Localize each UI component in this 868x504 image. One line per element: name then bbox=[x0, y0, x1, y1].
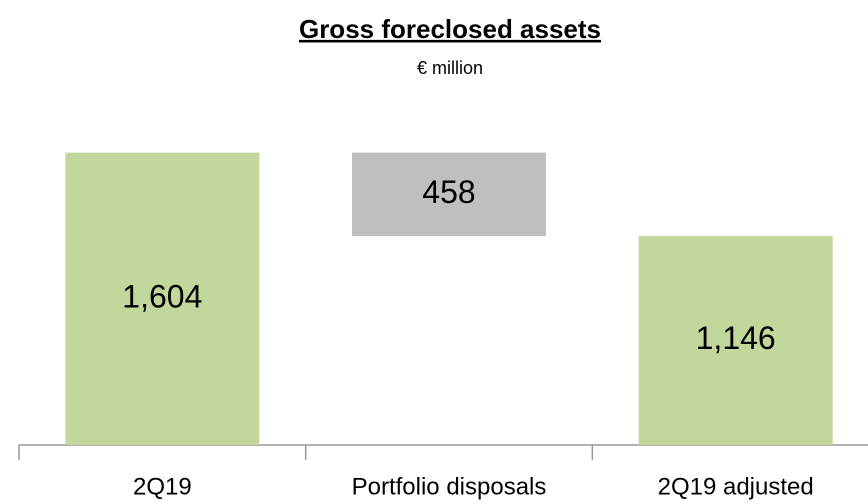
data-label: 458 bbox=[422, 174, 475, 210]
x-tick-label: 2Q19 adjusted bbox=[658, 473, 814, 500]
x-tick-label: Portfolio disposals bbox=[352, 473, 547, 500]
data-label: 1,604 bbox=[122, 278, 202, 314]
chart-subtitle: € million bbox=[417, 58, 483, 78]
bar bbox=[65, 152, 260, 445]
bar bbox=[352, 152, 546, 237]
data-label: 1,146 bbox=[696, 320, 776, 356]
x-tick-label: 2Q19 bbox=[133, 473, 192, 500]
bar bbox=[638, 236, 833, 445]
chart-title: Gross foreclosed assets bbox=[299, 14, 601, 44]
